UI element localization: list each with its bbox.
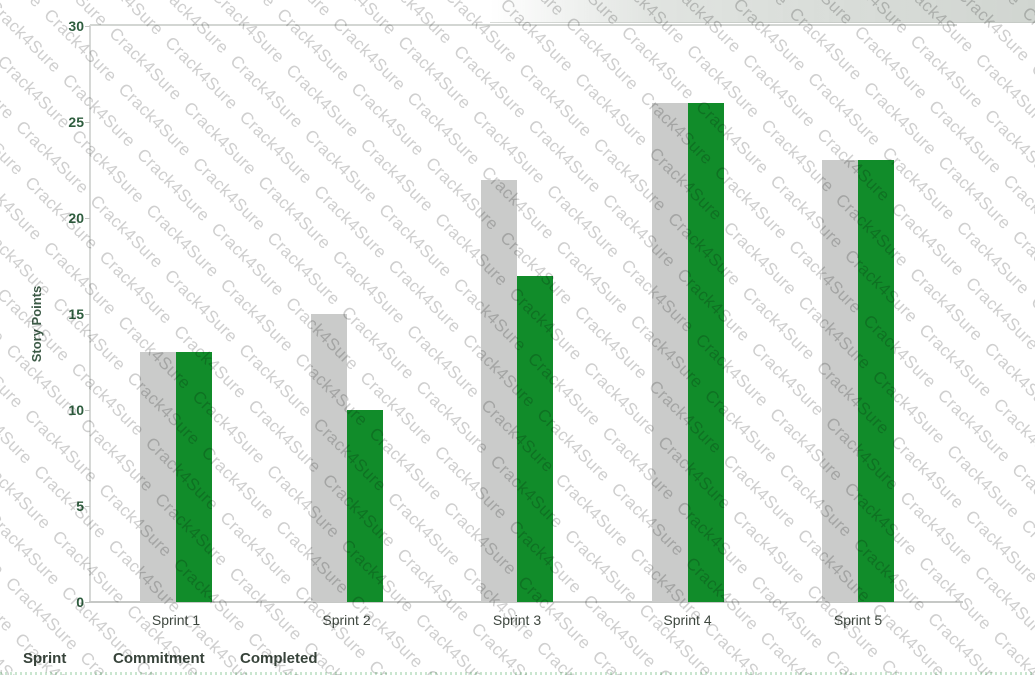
x-axis-line bbox=[89, 601, 963, 603]
completed-bar-sprint-1 bbox=[176, 352, 212, 602]
commitment-bar-sprint-3 bbox=[481, 180, 517, 602]
y-tick-label: 30 bbox=[68, 18, 84, 34]
x-tick-label: Sprint 4 bbox=[663, 612, 712, 628]
legend-completed: Completed bbox=[240, 650, 318, 667]
x-tick-label: Sprint 5 bbox=[833, 612, 883, 628]
top-gridline bbox=[90, 24, 957, 26]
y-tick-mark bbox=[85, 218, 90, 219]
x-tick-label: Sprint 1 bbox=[151, 612, 201, 628]
legend-row: Sprint Commitment Completed bbox=[0, 650, 1035, 670]
x-tick-label: Sprint 2 bbox=[322, 612, 371, 628]
y-tick-mark bbox=[85, 602, 90, 603]
y-tick-label: 5 bbox=[76, 498, 84, 514]
completed-bar-sprint-4 bbox=[687, 103, 724, 602]
bottom-artifact-strip bbox=[0, 672, 1035, 675]
y-axis-title: Story Points bbox=[29, 285, 44, 363]
y-tick-mark bbox=[85, 26, 90, 27]
y-axis-line bbox=[89, 25, 91, 602]
y-tick-label: 25 bbox=[68, 114, 84, 130]
commitment-bar-sprint-5 bbox=[822, 160, 858, 602]
completed-bar-sprint-2 bbox=[346, 410, 383, 602]
y-tick-mark bbox=[85, 410, 90, 411]
completed-bar-sprint-3 bbox=[517, 276, 553, 602]
commitment-bar-sprint-2 bbox=[310, 314, 347, 602]
y-tick-mark bbox=[85, 314, 90, 315]
completed-bar-sprint-5 bbox=[858, 160, 894, 602]
legend-sprint: Sprint bbox=[23, 650, 67, 667]
y-tick-mark bbox=[85, 506, 90, 507]
commitment-bar-sprint-1 bbox=[140, 352, 176, 602]
y-tick-label: 15 bbox=[68, 306, 84, 322]
commitment-bar-sprint-4 bbox=[651, 103, 688, 602]
y-tick-label: 20 bbox=[68, 210, 84, 226]
x-tick-label: Sprint 3 bbox=[492, 612, 542, 628]
window-edge-band bbox=[490, 0, 1035, 23]
y-tick-label: 0 bbox=[76, 594, 84, 610]
legend-commitment: Commitment bbox=[113, 650, 205, 667]
y-tick-label: 10 bbox=[68, 402, 84, 418]
y-tick-mark bbox=[85, 122, 90, 123]
